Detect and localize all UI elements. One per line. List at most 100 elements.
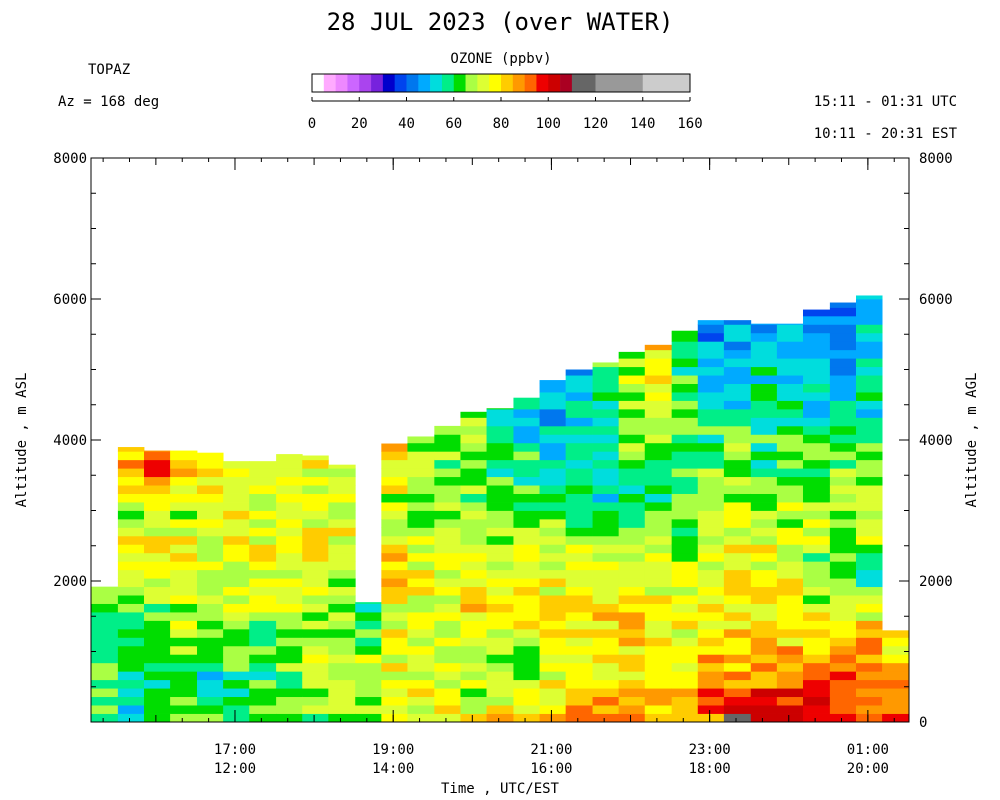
ozone-cell bbox=[618, 417, 646, 427]
ozone-cell bbox=[802, 349, 831, 359]
ozone-cell bbox=[117, 535, 145, 545]
ozone-cell bbox=[723, 493, 752, 503]
ozone-cell bbox=[302, 696, 329, 706]
y-tick-label-right-3: 6000 bbox=[919, 292, 953, 308]
ozone-cell bbox=[723, 341, 752, 351]
ozone-cell bbox=[802, 309, 831, 317]
ozone-cell bbox=[381, 476, 408, 486]
ozone-cell bbox=[223, 468, 250, 478]
colorbar bbox=[312, 74, 691, 92]
ozone-cell bbox=[328, 662, 356, 672]
ozone-cell bbox=[170, 451, 198, 461]
est-time-range: 10:11 - 20:31 EST bbox=[813, 126, 957, 142]
ozone-cell bbox=[197, 561, 224, 571]
ozone-cell bbox=[750, 408, 778, 418]
ozone-cell bbox=[276, 713, 303, 723]
ozone-cell bbox=[381, 671, 408, 681]
ozone-cell bbox=[117, 662, 145, 672]
ozone-cell bbox=[723, 510, 752, 520]
ozone-cell bbox=[381, 552, 408, 562]
ozone-cell bbox=[776, 425, 804, 435]
ozone-cell bbox=[91, 654, 119, 664]
ozone-cell bbox=[776, 688, 804, 698]
ozone-cell bbox=[223, 696, 250, 706]
ozone-cell bbox=[197, 510, 224, 520]
ozone-cell bbox=[671, 451, 699, 461]
ozone-cell bbox=[697, 324, 725, 334]
ozone-cell bbox=[381, 586, 408, 596]
ozone-cell bbox=[513, 468, 540, 478]
ozone-cell bbox=[513, 400, 540, 410]
ozone-cell bbox=[618, 358, 646, 368]
ozone-cell bbox=[671, 383, 699, 393]
ozone-cell bbox=[276, 561, 303, 571]
ozone-cell bbox=[460, 552, 487, 562]
x-tick-label-est-4: 20:00 bbox=[847, 761, 889, 777]
ozone-cell bbox=[513, 578, 540, 588]
ozone-cell bbox=[697, 442, 725, 452]
ozone-cell bbox=[855, 392, 883, 401]
ozone-cell bbox=[697, 595, 725, 604]
ozone-cell bbox=[855, 375, 883, 384]
ozone-cell bbox=[355, 688, 382, 698]
ozone-cell bbox=[592, 459, 620, 469]
colorbar-bin-11 bbox=[441, 74, 455, 92]
ozone-cell bbox=[223, 662, 250, 672]
ozone-cell bbox=[618, 425, 646, 435]
ozone-cell bbox=[434, 595, 461, 604]
ozone-cell bbox=[776, 569, 804, 579]
ozone-cell bbox=[223, 561, 250, 571]
ozone-cell bbox=[223, 510, 250, 520]
ozone-cell bbox=[565, 417, 593, 427]
ozone-cell bbox=[592, 654, 620, 664]
ozone-cell bbox=[829, 637, 857, 647]
ozone-cell bbox=[223, 586, 250, 596]
ozone-cell bbox=[750, 476, 778, 486]
ozone-cell bbox=[197, 502, 224, 511]
ozone-cell bbox=[882, 654, 910, 664]
ozone-cell bbox=[618, 535, 646, 545]
ozone-cell bbox=[855, 637, 883, 647]
ozone-cell bbox=[434, 645, 461, 655]
ozone-cell bbox=[565, 569, 593, 579]
ozone-cell bbox=[328, 544, 356, 554]
ozone-cell bbox=[170, 705, 198, 714]
ozone-cell bbox=[539, 586, 567, 596]
ozone-cell bbox=[565, 476, 593, 486]
ozone-cell bbox=[197, 637, 224, 647]
ozone-cell bbox=[565, 713, 593, 723]
ozone-cell bbox=[223, 502, 250, 511]
ozone-cell bbox=[618, 595, 646, 604]
ozone-cell bbox=[460, 612, 487, 621]
ozone-cell bbox=[434, 544, 461, 554]
ozone-cell bbox=[223, 569, 250, 579]
ozone-cell bbox=[539, 696, 567, 706]
ozone-cell bbox=[671, 434, 699, 444]
ozone-cell bbox=[776, 366, 804, 376]
ozone-cell bbox=[407, 518, 435, 528]
ozone-cell bbox=[565, 425, 593, 435]
ozone-cell bbox=[302, 476, 329, 486]
ozone-cell bbox=[223, 645, 250, 655]
ozone-cell bbox=[223, 637, 250, 647]
ozone-cell bbox=[855, 349, 883, 359]
ozone-cell bbox=[855, 527, 883, 537]
ozone-cell bbox=[855, 299, 883, 308]
ozone-cell bbox=[276, 586, 303, 596]
ozone-cell bbox=[144, 468, 171, 478]
ozone-cell bbox=[144, 603, 171, 613]
ozone-cell bbox=[723, 518, 752, 528]
ozone-cell bbox=[644, 442, 673, 452]
ozone-cell bbox=[829, 527, 857, 537]
ozone-cell bbox=[539, 552, 567, 562]
ozone-cell bbox=[117, 569, 145, 579]
ozone-cell bbox=[644, 569, 673, 579]
ozone-cell bbox=[592, 578, 620, 588]
ozone-cell bbox=[513, 696, 540, 706]
ozone-cell bbox=[697, 468, 725, 478]
ozone-cell bbox=[381, 443, 408, 452]
ozone-cell bbox=[855, 544, 883, 554]
colorbar-ticks: 0 20 40 60 80 100 120 140 160 bbox=[308, 97, 703, 132]
ozone-cell bbox=[697, 434, 725, 444]
ozone-cell bbox=[197, 595, 224, 604]
